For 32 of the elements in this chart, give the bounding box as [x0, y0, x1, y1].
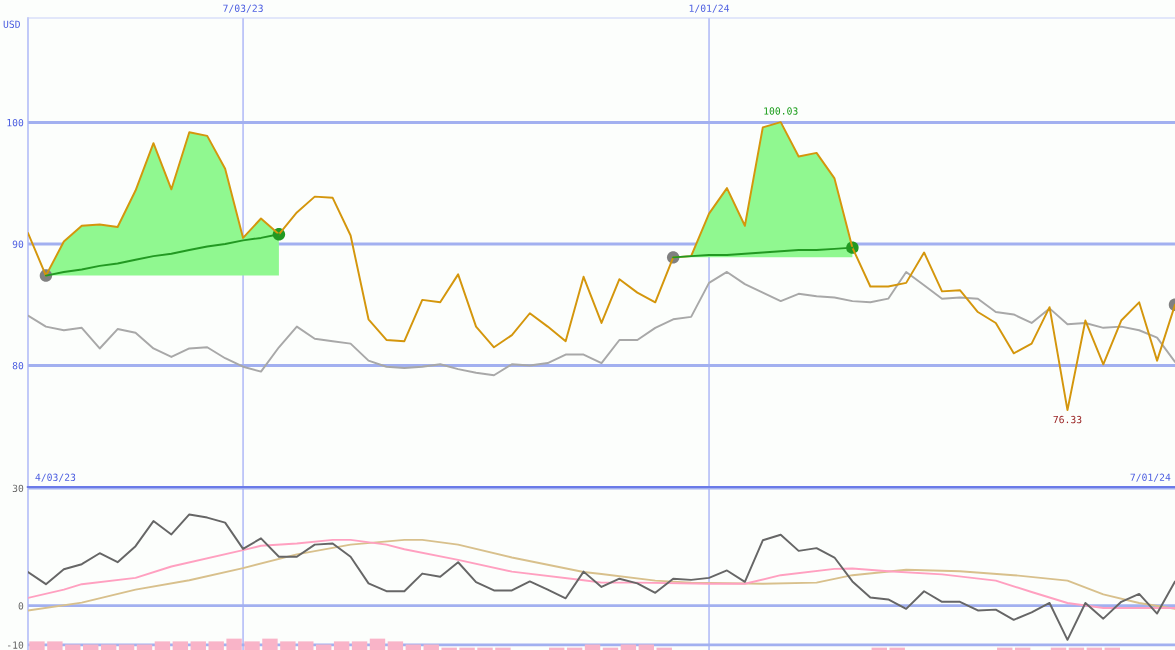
bar — [65, 644, 81, 650]
y-tick-label: 80 — [12, 362, 24, 370]
bar — [154, 641, 171, 650]
bar — [172, 641, 189, 650]
annotation: 100.03 — [764, 107, 798, 115]
x-tick-label: 7/03/23 — [223, 4, 263, 13]
x-tick-label: 1/01/24 — [689, 4, 730, 13]
bar — [369, 638, 386, 650]
y-tick-label: 90 — [12, 240, 24, 248]
line-series — [28, 513, 1175, 641]
bar — [208, 641, 224, 650]
annotation: 76.33 — [1053, 415, 1082, 424]
bar — [351, 641, 368, 650]
y-tick-label: 100 — [7, 119, 24, 127]
bar — [333, 641, 350, 650]
bar — [244, 641, 260, 650]
line-series — [28, 121, 1175, 412]
annotation: 4/03/23 — [35, 473, 76, 482]
bar — [262, 638, 278, 650]
bar — [298, 641, 314, 650]
bar — [226, 638, 242, 650]
y-tick-label: 30 — [12, 484, 24, 493]
annotation: 7/01/24 — [1130, 473, 1171, 482]
bar — [29, 641, 45, 650]
y-tick-label: -10 — [7, 641, 24, 649]
bar — [280, 641, 296, 650]
bar — [387, 641, 404, 650]
bar — [190, 641, 206, 650]
line-series — [28, 270, 1175, 377]
y-tick-label: 0 — [18, 602, 24, 610]
y-axis-title: USD — [3, 20, 20, 28]
bar — [47, 641, 63, 650]
